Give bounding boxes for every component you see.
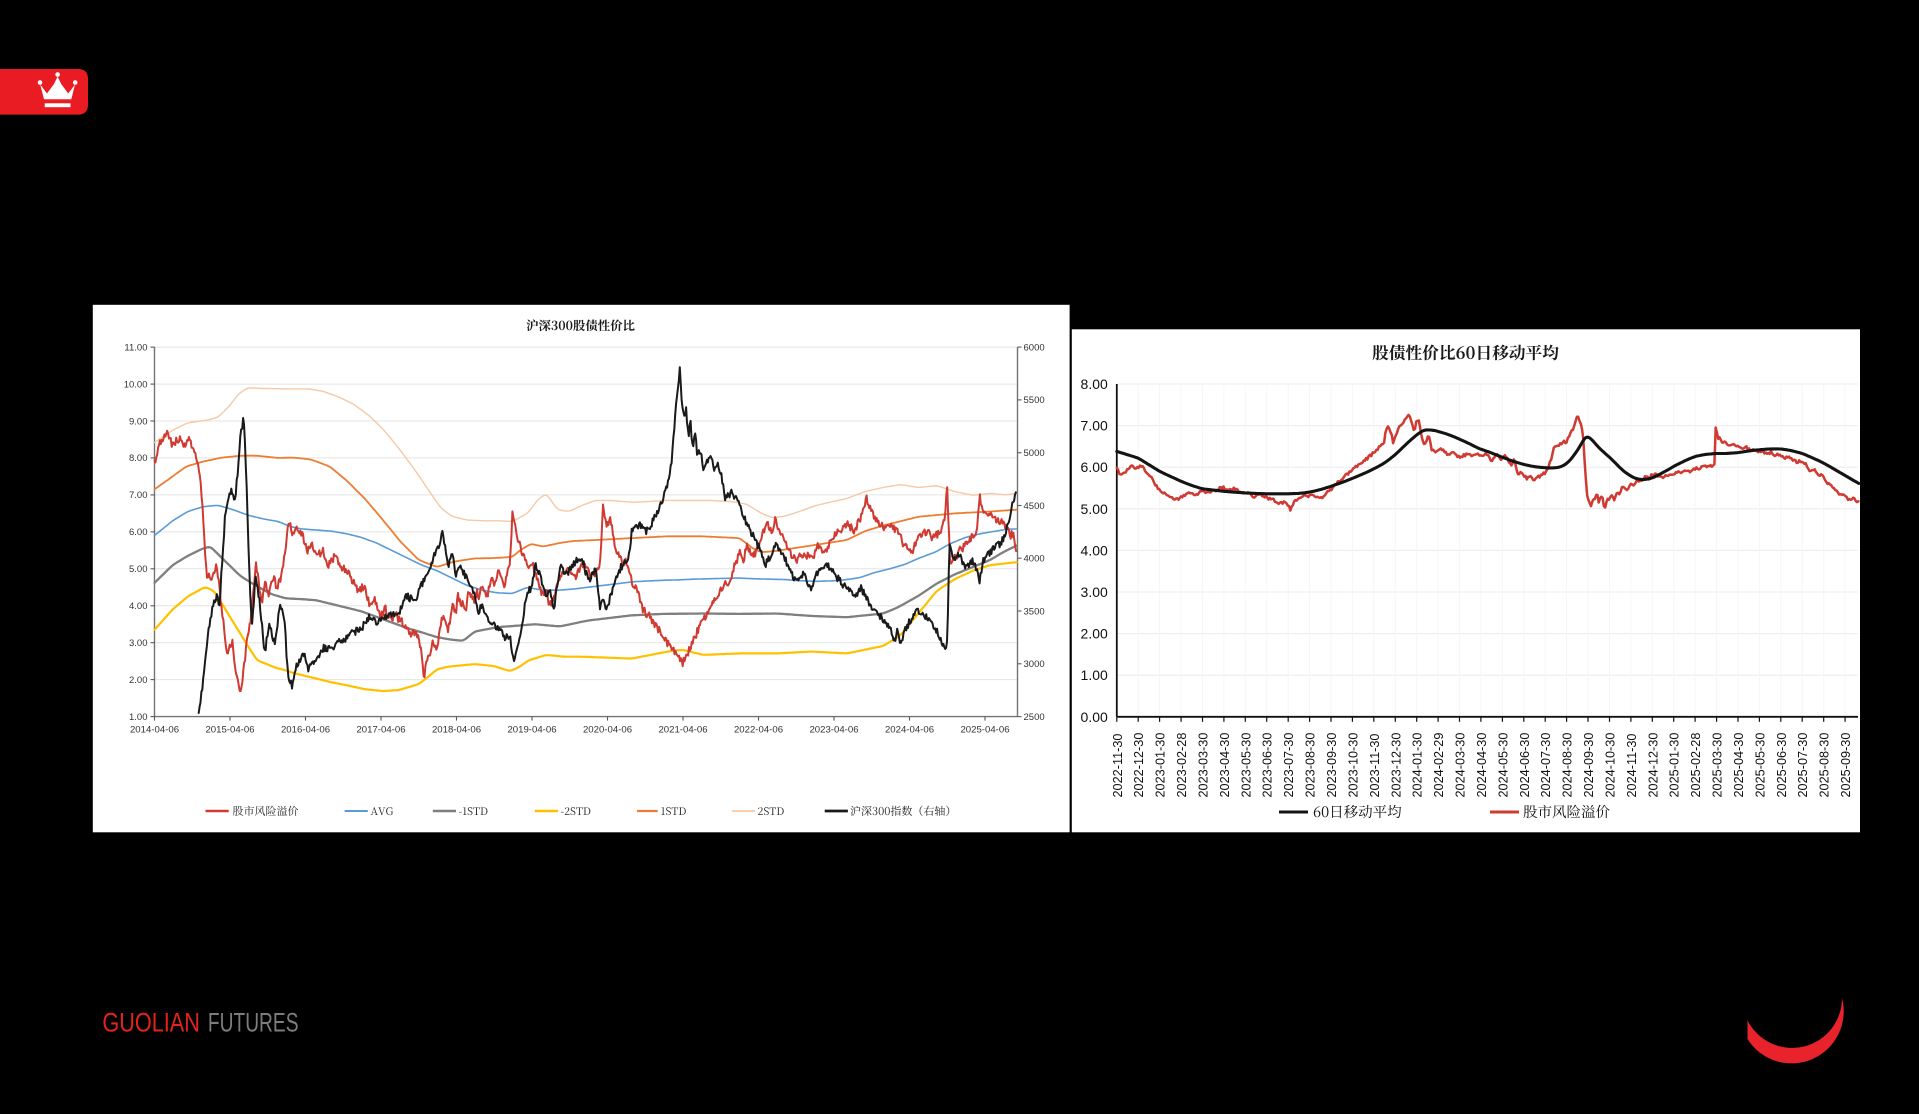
- svg-text:2025-04-06: 2025-04-06: [960, 725, 1009, 736]
- svg-text:2023-05-30: 2023-05-30: [1239, 733, 1253, 798]
- svg-text:2025-03-30: 2025-03-30: [1711, 733, 1725, 798]
- svg-text:2023-09-30: 2023-09-30: [1325, 733, 1339, 798]
- svg-text:0.00: 0.00: [1081, 709, 1108, 725]
- svg-text:9.00: 9.00: [129, 416, 148, 427]
- svg-text:4000: 4000: [1024, 554, 1045, 565]
- svg-text:4.00: 4.00: [129, 601, 148, 612]
- svg-text:2023-04-06: 2023-04-06: [809, 725, 858, 736]
- svg-text:7.00: 7.00: [1081, 418, 1108, 434]
- svg-text:2024-03-30: 2024-03-30: [1454, 733, 1468, 798]
- svg-text:3.00: 3.00: [1081, 584, 1108, 600]
- svg-text:2.00: 2.00: [129, 675, 148, 686]
- svg-text:2024-11-30: 2024-11-30: [1625, 734, 1639, 798]
- svg-text:6.00: 6.00: [1081, 459, 1108, 475]
- svg-text:2500: 2500: [1024, 712, 1045, 723]
- svg-text:2024-01-30: 2024-01-30: [1411, 733, 1425, 798]
- svg-text:2024-07-30: 2024-07-30: [1539, 733, 1553, 798]
- svg-text:2025-09-30: 2025-09-30: [1839, 733, 1853, 798]
- svg-text:2021-04-06: 2021-04-06: [658, 725, 707, 736]
- svg-text:GUOLIAN: GUOLIAN: [102, 1008, 199, 1038]
- svg-text:2019-04-06: 2019-04-06: [507, 725, 556, 736]
- svg-text:FUTURES: FUTURES: [208, 1008, 299, 1038]
- svg-text:5000: 5000: [1024, 448, 1045, 459]
- svg-text:4.00: 4.00: [1081, 542, 1108, 558]
- svg-text:2023-08-30: 2023-08-30: [1304, 733, 1318, 798]
- svg-text:2024-08-30: 2024-08-30: [1561, 733, 1575, 798]
- svg-text:2.00: 2.00: [1081, 626, 1108, 642]
- svg-text:2022-12-30: 2022-12-30: [1132, 733, 1146, 798]
- svg-text:2024-09-30: 2024-09-30: [1582, 733, 1596, 798]
- svg-text:3.00: 3.00: [129, 638, 148, 649]
- svg-text:2018-04-06: 2018-04-06: [432, 725, 481, 736]
- svg-text:2023-07-30: 2023-07-30: [1282, 733, 1296, 798]
- svg-text:2023-03-30: 2023-03-30: [1197, 733, 1211, 798]
- svg-text:2024-12-30: 2024-12-30: [1646, 733, 1660, 798]
- svg-text:11.00: 11.00: [124, 342, 147, 353]
- svg-text:2023-01-30: 2023-01-30: [1154, 733, 1168, 798]
- svg-text:3500: 3500: [1024, 606, 1045, 617]
- svg-text:10.00: 10.00: [124, 379, 148, 390]
- svg-text:5.00: 5.00: [129, 564, 148, 575]
- svg-text:6.00: 6.00: [129, 527, 148, 538]
- svg-text:7.00: 7.00: [129, 490, 148, 501]
- svg-text:2024-04-30: 2024-04-30: [1475, 733, 1489, 798]
- svg-text:6000: 6000: [1024, 342, 1045, 353]
- svg-text:2025-07-30: 2025-07-30: [1796, 733, 1810, 798]
- svg-text:2024-10-30: 2024-10-30: [1604, 733, 1618, 798]
- svg-text:5.00: 5.00: [1081, 501, 1108, 517]
- svg-text:2025-04-30: 2025-04-30: [1732, 733, 1746, 798]
- svg-text:2015-04-06: 2015-04-06: [205, 725, 254, 736]
- svg-text:2022-04-06: 2022-04-06: [734, 725, 783, 736]
- svg-text:2023-10-30: 2023-10-30: [1346, 733, 1360, 798]
- svg-text:2023-06-30: 2023-06-30: [1261, 733, 1275, 798]
- svg-text:2016-04-06: 2016-04-06: [281, 725, 330, 736]
- svg-text:3000: 3000: [1024, 659, 1045, 670]
- svg-text:2025-08-30: 2025-08-30: [1818, 733, 1832, 798]
- svg-text:2025-02-28: 2025-02-28: [1689, 733, 1703, 798]
- svg-text:2020-04-06: 2020-04-06: [583, 725, 632, 736]
- svg-text:2024-04-06: 2024-04-06: [885, 725, 934, 736]
- svg-text:1.00: 1.00: [129, 712, 148, 723]
- svg-text:1.00: 1.00: [1081, 667, 1108, 683]
- svg-text:2025-05-30: 2025-05-30: [1753, 733, 1767, 798]
- svg-text:2025-06-30: 2025-06-30: [1775, 733, 1789, 798]
- svg-text:8.00: 8.00: [129, 453, 148, 464]
- svg-text:2024-05-30: 2024-05-30: [1496, 733, 1510, 798]
- svg-text:2023-02-28: 2023-02-28: [1175, 733, 1189, 798]
- svg-text:2024-06-30: 2024-06-30: [1518, 733, 1532, 798]
- svg-text:2025-01-30: 2025-01-30: [1668, 733, 1682, 798]
- svg-text:2014-04-06: 2014-04-06: [130, 725, 179, 736]
- svg-text:2022-11-30: 2022-11-30: [1111, 734, 1125, 798]
- svg-text:2017-04-06: 2017-04-06: [356, 725, 405, 736]
- svg-text:2023-04-30: 2023-04-30: [1218, 733, 1232, 798]
- svg-text:4500: 4500: [1024, 501, 1045, 512]
- svg-text:2023-11-30: 2023-11-30: [1368, 734, 1382, 798]
- svg-text:5500: 5500: [1024, 395, 1045, 406]
- svg-text:8.00: 8.00: [1081, 376, 1108, 392]
- svg-text:2024-02-29: 2024-02-29: [1432, 733, 1446, 798]
- svg-text:2023-12-30: 2023-12-30: [1389, 733, 1403, 798]
